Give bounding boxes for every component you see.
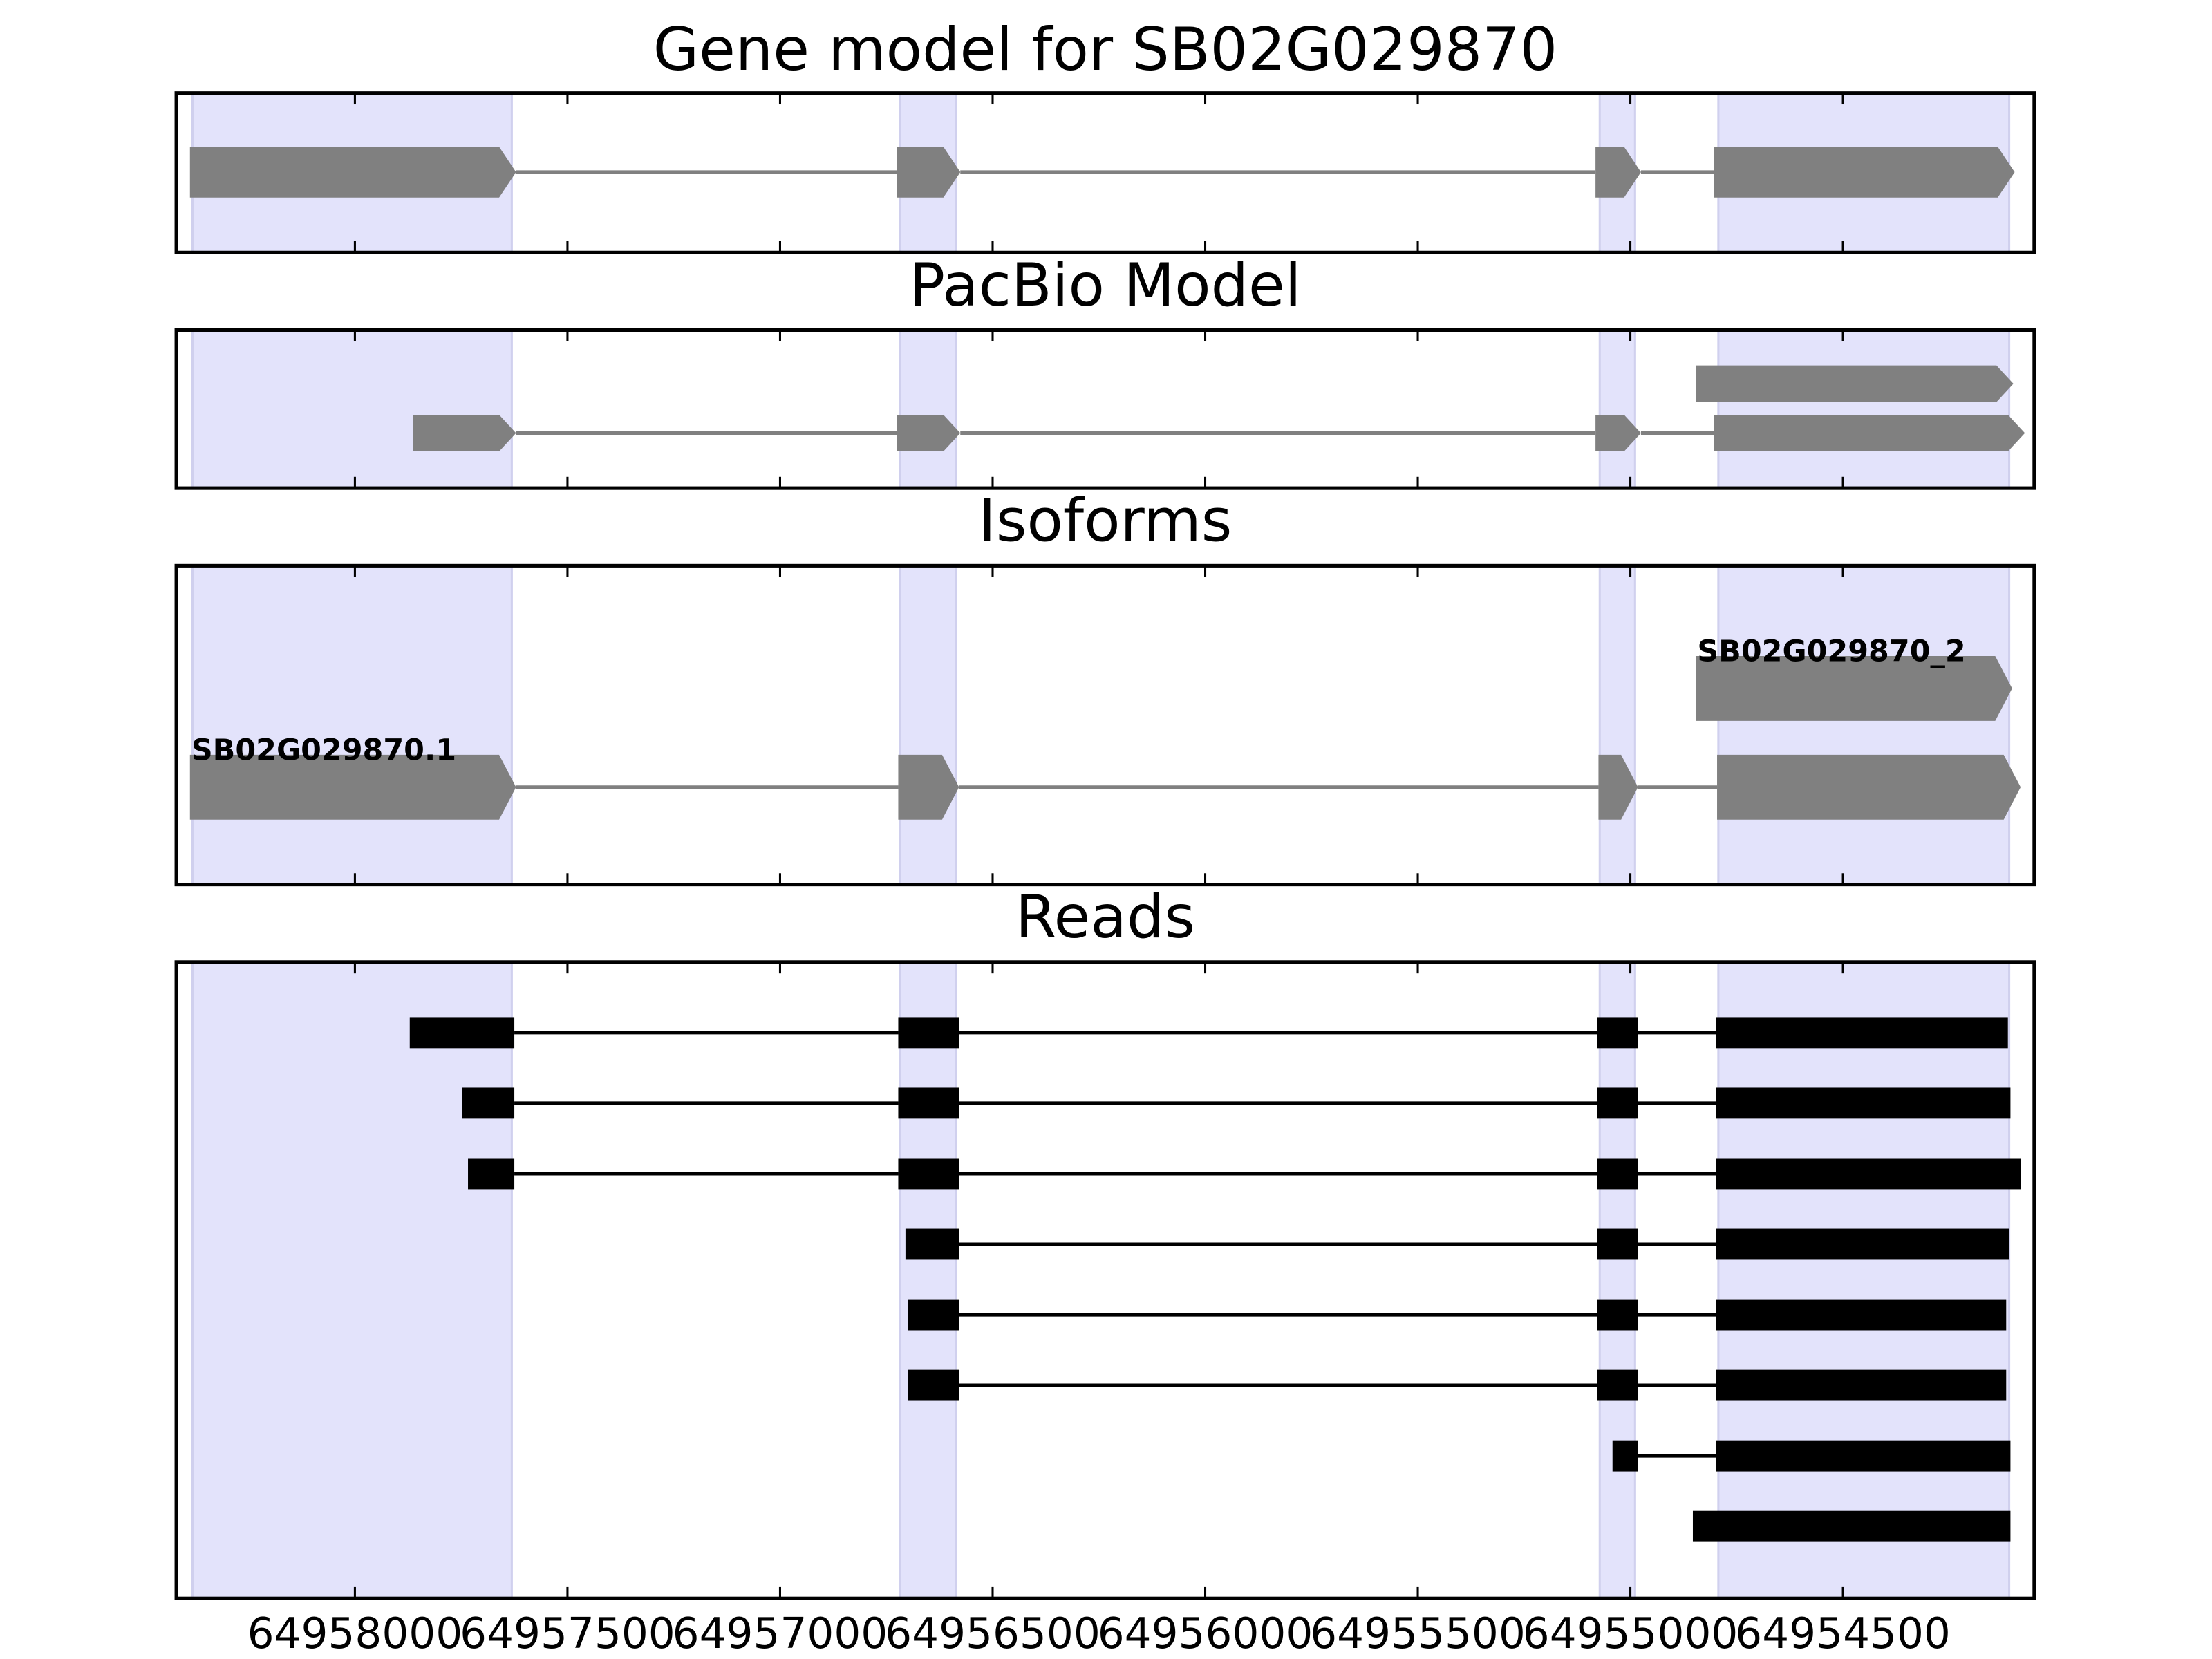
panel-frame	[174, 328, 2036, 490]
exon	[1696, 365, 2014, 402]
read-block	[1692, 1510, 2011, 1542]
x-tick-label: 64954500	[1735, 1609, 1951, 1658]
exon	[898, 754, 959, 820]
exon-highlight	[191, 329, 513, 489]
panel-title: Gene model for SB02G029870	[653, 15, 1557, 84]
read-block	[908, 1369, 959, 1401]
read-block	[1716, 1440, 2011, 1472]
panel-title: PacBio Model	[909, 251, 1301, 320]
exon	[1595, 415, 1641, 452]
exon-highlight	[899, 329, 957, 489]
exon-highlight	[1598, 329, 1636, 489]
exon	[1714, 415, 2025, 452]
isoform-label: SB02G029870.1	[191, 733, 456, 767]
read-block	[462, 1087, 515, 1119]
exon-highlight	[899, 564, 957, 886]
read-block	[905, 1228, 959, 1260]
exon-highlight	[899, 961, 957, 1600]
exon	[189, 147, 516, 198]
read-block	[1612, 1440, 1638, 1472]
read-block	[1716, 1158, 2021, 1190]
exon	[897, 415, 961, 452]
read-block	[898, 1158, 959, 1190]
x-tick-label: 64957000	[673, 1609, 888, 1658]
read-block	[468, 1158, 515, 1190]
read-block	[1716, 1299, 2007, 1331]
exon-highlight	[1598, 961, 1636, 1600]
read-block	[1716, 1228, 2009, 1260]
read-block	[1597, 1017, 1638, 1049]
read-block	[1597, 1369, 1638, 1401]
panel-title: Isoforms	[979, 487, 1232, 556]
read-block	[1716, 1087, 2011, 1119]
panel-frame	[174, 563, 2036, 887]
exon-highlight	[1717, 961, 2011, 1600]
exon	[1598, 754, 1638, 820]
x-tick-label: 64956500	[885, 1609, 1100, 1658]
read-block	[1597, 1158, 1638, 1190]
read-block	[1597, 1299, 1638, 1331]
x-tick-label: 64956000	[1098, 1609, 1313, 1658]
x-tick-label: 64955500	[1310, 1609, 1526, 1658]
read-block	[1716, 1017, 2008, 1049]
exon-highlight	[191, 564, 513, 886]
exon	[1595, 147, 1641, 198]
exon-highlight	[1598, 564, 1636, 886]
exon	[1717, 754, 2021, 820]
x-tick-label: 64958000	[247, 1609, 463, 1658]
read-block	[1597, 1228, 1638, 1260]
read-block	[1597, 1087, 1638, 1119]
read-block	[898, 1087, 959, 1119]
exon	[1696, 655, 2012, 721]
exon-highlight	[1717, 329, 2011, 489]
panel-frame	[174, 91, 2036, 254]
exon	[189, 754, 516, 820]
panel-title: Reads	[1015, 883, 1195, 952]
exon	[897, 147, 961, 198]
read-block	[409, 1017, 515, 1049]
exon	[1714, 147, 2015, 198]
exon-highlight	[191, 961, 513, 1600]
exon	[413, 415, 516, 452]
read-block	[1716, 1369, 2007, 1401]
isoform-label: SB02G029870_2	[1697, 634, 1965, 668]
read-block	[898, 1017, 959, 1049]
x-tick-label: 64955000	[1523, 1609, 1738, 1658]
panel-frame	[174, 960, 2036, 1600]
read-block	[908, 1299, 959, 1331]
x-tick-label: 64957500	[460, 1609, 675, 1658]
exon-highlight	[1717, 564, 2011, 886]
